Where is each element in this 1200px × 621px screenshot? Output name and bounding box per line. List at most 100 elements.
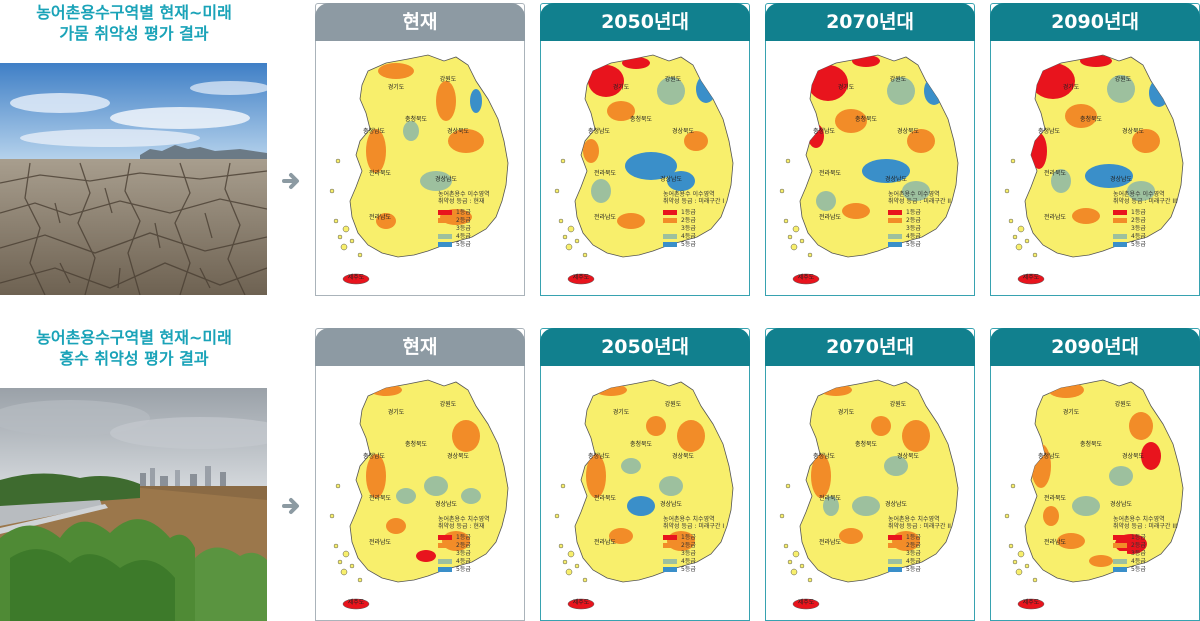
vulnerability-region (684, 131, 708, 151)
island (1008, 218, 1014, 224)
vulnerability-region (583, 139, 599, 163)
region-label: 충청남도 (1038, 127, 1061, 135)
legend-label: 4등급 (906, 557, 921, 565)
island (1004, 513, 1010, 519)
legend-label: 1등급 (1131, 533, 1146, 541)
legend-row: 2등급 (438, 216, 490, 224)
flood-section-title: 농어촌용수구역별 현재~미래 홍수 취약성 평가 결과 (36, 328, 232, 368)
jeju-island (792, 273, 820, 285)
vulnerability-region (609, 528, 633, 544)
island (565, 243, 573, 251)
map-legend: 농어촌용수 치수영역 취약성 등급 : 미래구간 II 1등급 2등급 3등급 4등급 5… (888, 516, 951, 573)
legend-row: 4등급 (663, 232, 724, 240)
region-label: 전라남도 (369, 213, 392, 221)
island (357, 252, 363, 258)
region-label: 경상남도 (885, 175, 908, 183)
island (783, 218, 789, 224)
legend-label: 3등급 (906, 224, 921, 232)
region-label: 경상남도 (660, 500, 683, 508)
vulnerability-region (621, 458, 641, 474)
legend-swatch (438, 534, 452, 540)
legend-label: 5등급 (906, 240, 921, 248)
legend-row: 4등급 (663, 557, 724, 565)
region-label: 전라남도 (594, 538, 617, 546)
island (779, 513, 785, 519)
island (787, 559, 793, 565)
region-label: 경상북도 (1122, 127, 1145, 135)
legend-swatch (663, 225, 677, 231)
region-label: 충청남도 (588, 452, 611, 460)
legend-row: 5등급 (663, 240, 724, 248)
region-label: 전라북도 (1044, 169, 1067, 177)
region-label: 경상북도 (897, 452, 920, 460)
vulnerability-region (1031, 133, 1047, 169)
legend-label: 2등급 (681, 541, 696, 549)
legend-row: 3등급 (888, 224, 951, 232)
legend-swatch (663, 534, 677, 540)
region-label: 경기도 (388, 83, 405, 91)
legend-label: 1등급 (456, 533, 471, 541)
region-label: 제주도 (348, 273, 365, 281)
region-label: 전라북도 (594, 494, 617, 502)
region-label: 경기도 (613, 83, 630, 91)
island (1017, 225, 1025, 233)
island (1008, 543, 1014, 549)
drought-section-title: 농어촌용수구역별 현재~미래 가뭄 취약성 평가 결과 (36, 3, 232, 43)
region-label: 충청남도 (588, 127, 611, 135)
region-label: 충청남도 (813, 127, 836, 135)
vulnerability-region (808, 65, 848, 101)
legend-swatch (1113, 225, 1127, 231)
island (807, 577, 813, 583)
region-label: 경상북도 (672, 127, 695, 135)
region-label: 경기도 (838, 83, 855, 91)
panel-header: 2090년대 (990, 3, 1200, 41)
legend-label: 3등급 (1131, 549, 1146, 557)
island (357, 577, 363, 583)
island (790, 243, 798, 251)
island (349, 238, 355, 244)
legend-swatch (1113, 558, 1127, 564)
island (554, 513, 560, 519)
legend-swatch (438, 558, 452, 564)
vulnerability-region (871, 416, 891, 436)
region-label: 경상북도 (447, 452, 470, 460)
legend-label: 3등급 (681, 224, 696, 232)
island (342, 225, 350, 233)
legend-swatch (888, 209, 902, 215)
flooded-river-photo (0, 388, 267, 621)
legend-row: 2등급 (888, 216, 951, 224)
legend-row: 1등급 (663, 533, 724, 541)
vulnerability-region (842, 203, 870, 219)
vulnerability-region (480, 71, 492, 91)
region-label: 강원도 (890, 75, 907, 83)
vulnerability-region (1065, 104, 1097, 128)
vulnerability-region (588, 65, 624, 97)
island (342, 550, 350, 558)
legend-swatch (663, 558, 677, 564)
legend-label: 5등급 (906, 565, 921, 573)
legend-label: 5등급 (681, 240, 696, 248)
legend-label: 4등급 (456, 232, 471, 240)
vulnerability-region (586, 454, 606, 498)
island (1012, 559, 1018, 565)
cracked-dry-ground-photo (0, 63, 267, 295)
legend-row: 3등급 (663, 224, 724, 232)
flood-panel-2070s: 2070년대 경기도 강원도 충청북도 충청남도 경상북도 전라북도 경상남도 전라남도 제주도… (765, 328, 975, 621)
legend-row: 5등급 (1113, 240, 1178, 248)
legend-row: 2등급 (663, 541, 724, 549)
island (785, 158, 791, 164)
region-label: 경기도 (1063, 408, 1080, 416)
vulnerability-region (424, 476, 448, 496)
region-label: 경기도 (838, 408, 855, 416)
vulnerability-region (617, 213, 645, 229)
legend-label: 4등급 (1131, 232, 1146, 240)
vulnerability-region (1085, 164, 1133, 188)
legend-swatch (663, 550, 677, 556)
legend-swatch (663, 209, 677, 215)
legend-swatch (438, 542, 452, 548)
legend-label: 1등급 (456, 208, 471, 216)
legend-swatch (663, 241, 677, 247)
region-label: 전라남도 (819, 213, 842, 221)
